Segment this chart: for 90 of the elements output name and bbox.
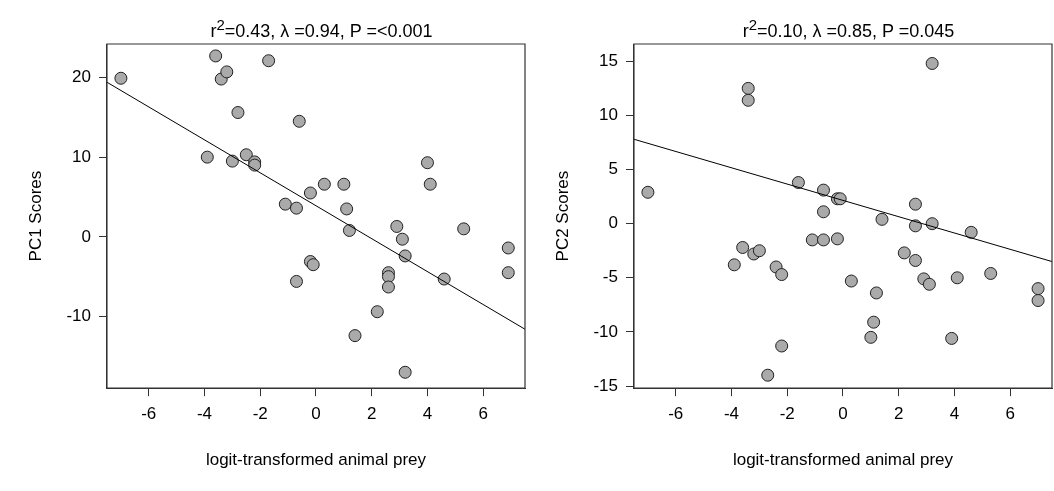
point — [457, 222, 471, 236]
point — [317, 177, 331, 191]
chart-title: r$^{2}$=0.10, λ =0.85, P =0.045 — [741, 16, 956, 42]
point — [816, 233, 830, 247]
y-tick-label: 10 — [599, 105, 618, 125]
point — [114, 71, 128, 85]
point — [381, 280, 395, 294]
point — [775, 339, 789, 353]
point — [908, 219, 922, 233]
point — [342, 223, 356, 237]
x-tick-label: -2 — [252, 404, 268, 424]
point — [816, 205, 830, 219]
point — [390, 219, 404, 233]
point — [200, 150, 214, 164]
point — [239, 148, 253, 162]
y-tick-label: 20 — [72, 67, 91, 87]
point — [761, 368, 775, 382]
y-tick-label: 0 — [608, 213, 618, 233]
point — [337, 177, 351, 191]
point — [398, 365, 412, 379]
point — [303, 186, 317, 200]
point — [945, 331, 959, 345]
point — [775, 268, 789, 282]
point — [864, 330, 878, 344]
point — [340, 202, 354, 216]
x-tick-label: 2 — [366, 404, 377, 424]
y-tick-label: -5 — [602, 267, 618, 287]
y-tick-label: 15 — [599, 51, 618, 71]
point — [231, 106, 245, 120]
point — [1031, 282, 1045, 296]
point — [897, 246, 911, 260]
point — [289, 201, 303, 215]
point — [950, 271, 964, 285]
point — [395, 232, 409, 246]
point — [1031, 294, 1045, 308]
point — [844, 274, 858, 288]
y-tick-label: 5 — [608, 159, 618, 179]
y-axis-title: PC1 Scores — [25, 170, 45, 262]
point — [908, 197, 922, 211]
point — [984, 266, 998, 280]
y-tick-label: 0 — [81, 226, 91, 246]
point — [420, 156, 434, 170]
x-tick-label: 0 — [311, 404, 321, 424]
point — [727, 258, 741, 272]
point — [816, 183, 830, 197]
x-tick-label: 6 — [1005, 404, 1015, 424]
x-tick-label: 6 — [478, 404, 488, 424]
x-tick-label: 4 — [422, 404, 433, 424]
x-tick-label: -4 — [196, 404, 213, 424]
point — [423, 177, 437, 191]
point — [908, 253, 922, 267]
point — [220, 65, 234, 79]
y-axis-title: PC2 Scores — [552, 170, 572, 262]
y-tick-label: -15 — [593, 375, 618, 395]
point — [964, 225, 978, 239]
point — [501, 241, 515, 255]
y-tick-label: -10 — [66, 306, 91, 326]
point — [736, 240, 750, 254]
y-tick-label: 10 — [72, 146, 91, 166]
point — [289, 274, 303, 288]
point — [370, 305, 384, 319]
point — [805, 233, 819, 247]
x-tick-label: -6 — [668, 404, 684, 424]
point — [875, 212, 889, 226]
point — [278, 197, 292, 211]
y-tick-label: -10 — [593, 321, 618, 341]
point — [791, 176, 805, 190]
x-tick-label: -6 — [141, 404, 157, 424]
point — [348, 329, 362, 343]
point — [867, 315, 881, 329]
point — [501, 266, 515, 280]
point — [741, 81, 755, 95]
point — [922, 277, 936, 291]
point — [869, 286, 883, 300]
x-tick-label: 4 — [949, 404, 960, 424]
point — [292, 114, 306, 128]
point — [830, 232, 844, 246]
x-tick-label: 2 — [893, 404, 904, 424]
x-tick-label: -4 — [723, 404, 740, 424]
chart-title: r$^{2}$=0.43, λ =0.94, P =<0.001 — [209, 16, 434, 42]
point — [741, 93, 755, 107]
point — [752, 244, 766, 258]
x-axis-title: logit-transformed animal prey — [205, 450, 427, 470]
point — [262, 54, 276, 68]
x-tick-label: -2 — [779, 404, 795, 424]
point — [209, 49, 223, 63]
point — [641, 185, 655, 199]
x-tick-label: 0 — [838, 404, 848, 424]
point — [925, 56, 939, 70]
x-axis-title: logit-transformed animal prey — [732, 450, 954, 470]
